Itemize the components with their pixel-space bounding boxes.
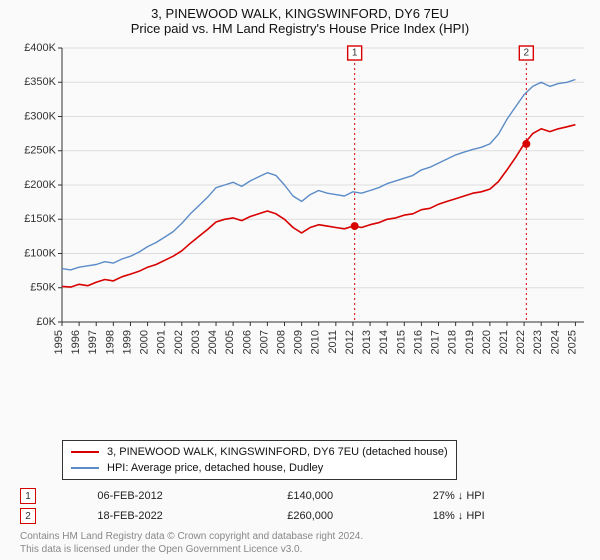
svg-text:£250K: £250K (24, 145, 56, 157)
svg-text:2008: 2008 (275, 330, 287, 354)
svg-text:2012: 2012 (344, 330, 356, 354)
svg-text:2025: 2025 (566, 330, 578, 354)
legend-label: HPI: Average price, detached house, Dudl… (107, 460, 323, 476)
svg-text:2010: 2010 (310, 330, 322, 354)
transaction-date: 18-FEB-2022 (97, 506, 287, 526)
svg-text:1995: 1995 (53, 330, 65, 354)
svg-text:1997: 1997 (87, 330, 99, 354)
svg-text:£50K: £50K (30, 282, 56, 294)
svg-text:2007: 2007 (258, 330, 270, 354)
transaction-price: £260,000 (287, 506, 432, 526)
svg-text:£150K: £150K (24, 213, 56, 225)
svg-text:2016: 2016 (412, 330, 424, 354)
svg-text:2015: 2015 (395, 330, 407, 354)
svg-text:2019: 2019 (464, 330, 476, 354)
svg-text:2014: 2014 (378, 330, 390, 354)
transaction-date: 06-FEB-2012 (97, 486, 287, 506)
svg-text:2024: 2024 (549, 330, 561, 354)
svg-text:2005: 2005 (224, 330, 236, 354)
transaction-marker-icon: 1 (20, 488, 36, 504)
table-row: 2 18-FEB-2022 £260,000 18% ↓ HPI (20, 506, 592, 526)
svg-text:£300K: £300K (24, 110, 56, 122)
svg-text:2004: 2004 (207, 330, 219, 354)
table-row: 1 06-FEB-2012 £140,000 27% ↓ HPI (20, 486, 592, 506)
svg-text:1999: 1999 (121, 330, 133, 354)
svg-text:2020: 2020 (481, 330, 493, 354)
svg-text:2001: 2001 (156, 330, 168, 354)
svg-text:2017: 2017 (430, 330, 442, 354)
legend-swatch (71, 451, 99, 453)
svg-text:2009: 2009 (293, 330, 305, 354)
svg-text:2011: 2011 (327, 330, 339, 354)
svg-text:2006: 2006 (241, 330, 253, 354)
transactions-table: 1 06-FEB-2012 £140,000 27% ↓ HPI 2 18-FE… (20, 486, 592, 526)
svg-text:2022: 2022 (515, 330, 527, 354)
svg-text:2013: 2013 (361, 330, 373, 354)
legend: 3, PINEWOOD WALK, KINGSWINFORD, DY6 7EU … (62, 440, 457, 480)
svg-text:1: 1 (352, 48, 358, 59)
line-chart-svg: £0K £50K £100K £150K £200K £250K £300K £350K £40… (8, 40, 592, 370)
svg-text:2021: 2021 (498, 330, 510, 354)
footer-line: This data is licensed under the Open Gov… (20, 543, 592, 556)
svg-text:£350K: £350K (24, 76, 56, 88)
chart-title-sub: Price paid vs. HM Land Registry's House … (8, 21, 592, 36)
legend-item: HPI: Average price, detached house, Dudl… (71, 460, 448, 476)
svg-text:£100K: £100K (24, 247, 56, 259)
legend-item: 3, PINEWOOD WALK, KINGSWINFORD, DY6 7EU … (71, 444, 448, 460)
chart-title-address: 3, PINEWOOD WALK, KINGSWINFORD, DY6 7EU (8, 6, 592, 21)
svg-text:2023: 2023 (532, 330, 544, 354)
transaction-marker-icon: 2 (20, 508, 36, 524)
chart-area: £0K £50K £100K £150K £200K £250K £300K £350K £40… (8, 40, 592, 436)
transaction-delta: 18% ↓ HPI (433, 506, 592, 526)
svg-text:2000: 2000 (139, 330, 151, 354)
transaction-delta: 27% ↓ HPI (433, 486, 592, 506)
legend-swatch (71, 467, 99, 469)
svg-text:£0K: £0K (36, 316, 56, 328)
svg-text:£400K: £400K (24, 42, 56, 54)
transaction-price: £140,000 (287, 486, 432, 506)
svg-text:1998: 1998 (104, 330, 116, 354)
svg-text:2003: 2003 (190, 330, 202, 354)
svg-text:2018: 2018 (447, 330, 459, 354)
legend-label: 3, PINEWOOD WALK, KINGSWINFORD, DY6 7EU … (107, 444, 448, 460)
footer-line: Contains HM Land Registry data © Crown c… (20, 530, 592, 543)
svg-text:£200K: £200K (24, 179, 56, 191)
svg-text:2002: 2002 (173, 330, 185, 354)
svg-text:2: 2 (524, 48, 530, 59)
svg-text:1996: 1996 (70, 330, 82, 354)
footer-attribution: Contains HM Land Registry data © Crown c… (20, 530, 592, 556)
